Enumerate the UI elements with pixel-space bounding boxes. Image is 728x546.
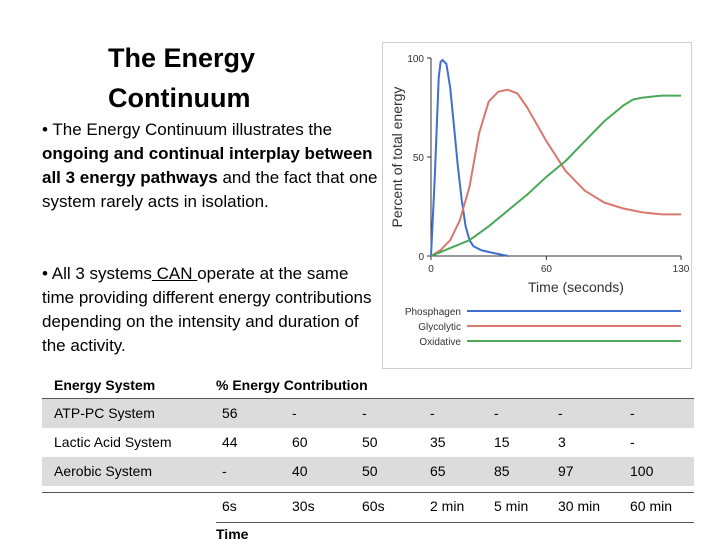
para2-text-a: • All 3 systems bbox=[42, 264, 152, 283]
title-line-2: Continuum bbox=[108, 83, 251, 113]
table-cell: 97 bbox=[558, 463, 574, 479]
x-tick-label: 60 bbox=[541, 264, 553, 275]
table-cell: 15 bbox=[494, 434, 510, 450]
table-cell: 3 bbox=[558, 434, 566, 450]
table-row: Lactic Acid System 44 60 50 35 15 3 - bbox=[42, 428, 694, 457]
x-axis-label: Time (seconds) bbox=[528, 279, 624, 295]
para2-text-b: operate at the same time providing diffe… bbox=[42, 264, 372, 355]
series-line-glycolytic bbox=[430, 88, 681, 257]
time-cell: 6s bbox=[222, 498, 237, 514]
row-label: Aerobic System bbox=[54, 463, 153, 479]
table-row: Aerobic System - 40 50 65 85 97 100 bbox=[42, 457, 694, 486]
table-cell: 85 bbox=[494, 463, 510, 479]
time-cell: 5 min bbox=[494, 498, 529, 514]
table-cell: - bbox=[630, 434, 635, 450]
energy-chart: 0 50 100 0 60 130 Time (seconds) Percent of tot… bbox=[382, 42, 692, 369]
table-cell: - bbox=[222, 463, 227, 479]
table-cell: 50 bbox=[362, 434, 378, 450]
time-cell: 60 min bbox=[630, 498, 673, 514]
paragraph-simultaneous: • All 3 systems CAN operate at the same … bbox=[42, 262, 382, 358]
table-cell: 56 bbox=[222, 405, 238, 421]
time-axis-label: Time bbox=[216, 526, 249, 542]
y-axis-label: Percent of total energy bbox=[389, 87, 405, 228]
row-label: Lactic Acid System bbox=[54, 434, 172, 450]
para1-bold: ongoing and continual interplay between … bbox=[42, 144, 373, 187]
table-cell: 100 bbox=[630, 463, 654, 479]
slide-title: The Energy Continuum bbox=[108, 38, 255, 118]
time-cell: 2 min bbox=[430, 498, 465, 514]
header-energy-contribution: % Energy Contribution bbox=[216, 377, 368, 393]
table-cell: 35 bbox=[430, 434, 446, 450]
row-rule bbox=[42, 492, 694, 493]
y-tick-label: 0 bbox=[418, 252, 424, 263]
time-cell: 30 min bbox=[558, 498, 601, 514]
table-cell: 40 bbox=[292, 463, 308, 479]
table-cell: 65 bbox=[430, 463, 446, 479]
table-cell: - bbox=[362, 405, 367, 421]
table-cell: 44 bbox=[222, 434, 238, 450]
table-cell: - bbox=[494, 405, 499, 421]
y-tick-label: 50 bbox=[413, 153, 425, 164]
time-rule bbox=[216, 522, 694, 523]
series-line-phosphagen bbox=[430, 59, 509, 257]
para1-text-b: and the fact that one system rarely acts… bbox=[42, 168, 378, 211]
table-cell: - bbox=[430, 405, 435, 421]
y-tick-label: 100 bbox=[407, 54, 424, 65]
time-cell: 60s bbox=[362, 498, 385, 514]
para2-underline: CAN bbox=[151, 264, 198, 283]
time-row: 6s 30s 60s 2 min 5 min 30 min 60 min bbox=[42, 492, 694, 520]
table-cell: - bbox=[558, 405, 563, 421]
legend-label: Glycolytic bbox=[418, 322, 461, 333]
table-cell: - bbox=[292, 405, 297, 421]
header-rule bbox=[42, 398, 694, 399]
header-energy-system: Energy System bbox=[54, 377, 156, 393]
table-cell: 60 bbox=[292, 434, 308, 450]
row-label: ATP-PC System bbox=[54, 405, 155, 421]
table-cell: 50 bbox=[362, 463, 378, 479]
series-line-oxidative bbox=[430, 94, 681, 257]
title-line-1: The Energy bbox=[108, 43, 256, 73]
x-tick-label: 0 bbox=[428, 264, 434, 275]
legend-label: Oxidative bbox=[419, 337, 461, 348]
table-row: ATP-PC System 56 - - - - - - bbox=[42, 399, 694, 428]
energy-chart-svg: 0 50 100 0 60 130 Time (seconds) Percent of tot… bbox=[389, 54, 690, 348]
x-tick-label: 130 bbox=[673, 264, 690, 275]
table-cell: - bbox=[630, 405, 635, 421]
time-cell: 30s bbox=[292, 498, 315, 514]
paragraph-interplay: • The Energy Continuum illustrates the o… bbox=[42, 118, 382, 214]
para1-text-a: • The Energy Continuum illustrates the bbox=[42, 120, 333, 139]
legend-label: Phosphagen bbox=[405, 307, 461, 318]
